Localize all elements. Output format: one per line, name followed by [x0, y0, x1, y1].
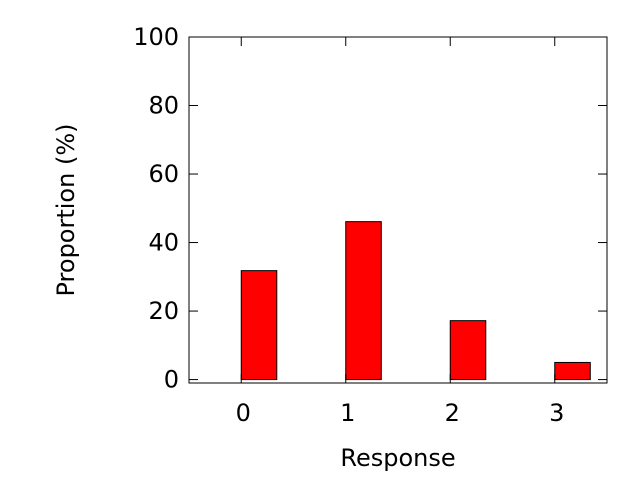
x-tick-label: 2 [445, 399, 460, 427]
y-tick-label: 100 [133, 23, 179, 51]
x-tick-label: 0 [236, 399, 251, 427]
y-tick-label: 40 [148, 229, 179, 257]
plot-frame [188, 36, 608, 384]
x-tick-label: 3 [549, 399, 564, 427]
y-tick-label: 80 [148, 92, 179, 120]
bar-2 [449, 320, 487, 381]
bar-3 [554, 361, 591, 381]
y-tick-label: 60 [148, 160, 179, 188]
x-axis-label: Response [340, 444, 455, 472]
bar-1 [345, 221, 382, 381]
y-tick-label: 20 [148, 297, 179, 325]
bar-0 [240, 270, 278, 381]
y-tick-label: 0 [164, 366, 179, 394]
bars [240, 221, 591, 381]
y-axis-label: Proportion (%) [52, 124, 80, 297]
ticks: 0 20 40 60 80 100 0 1 2 3 [133, 23, 607, 427]
x-tick-label: 1 [340, 399, 355, 427]
